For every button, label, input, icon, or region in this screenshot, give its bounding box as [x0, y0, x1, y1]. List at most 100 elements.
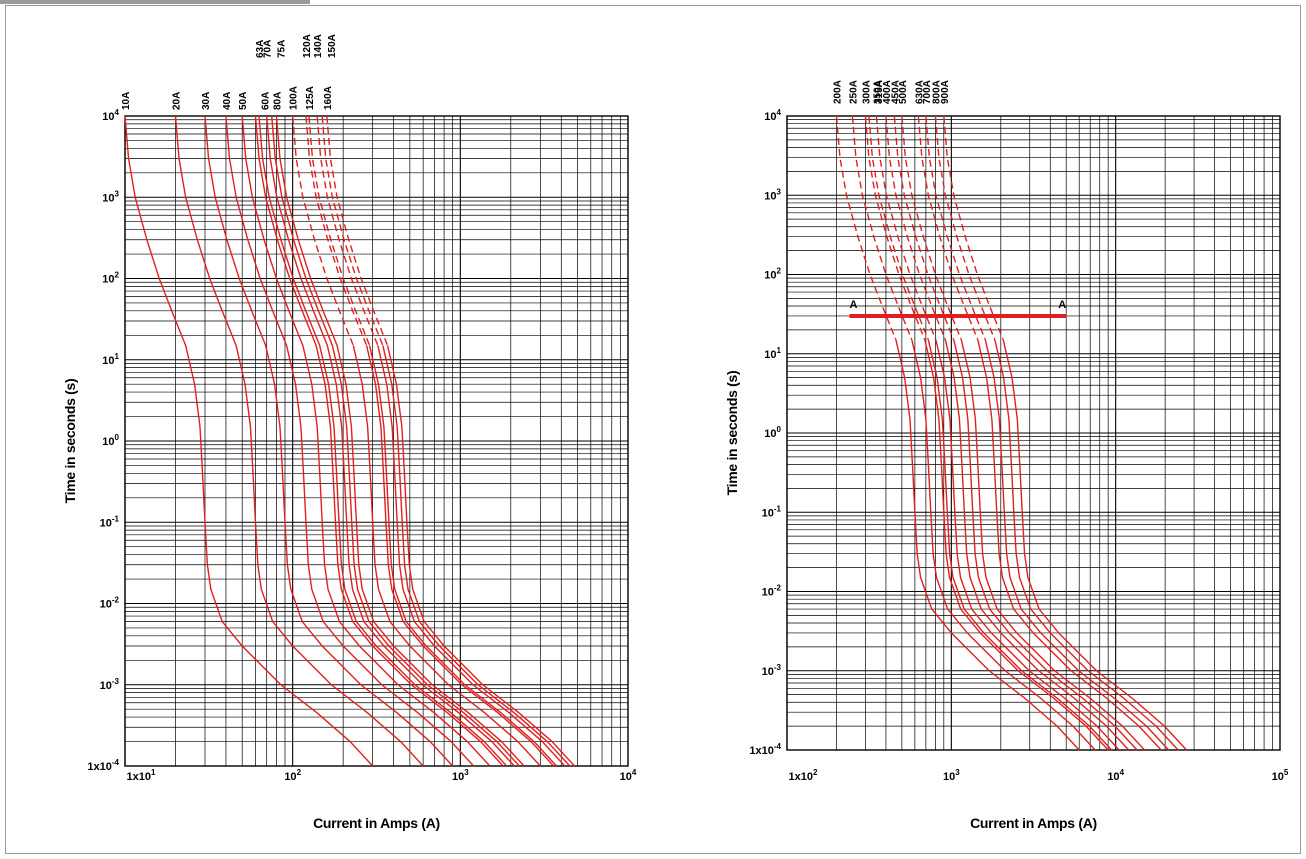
x-tick-label: 104	[620, 768, 637, 783]
curve-40A	[225, 115, 475, 767]
curve-20A	[174, 115, 424, 767]
curve-label-40A: 40A	[222, 92, 233, 110]
curve-125A	[368, 345, 558, 767]
curve-dashed-315A	[868, 115, 929, 341]
curve-500A	[960, 339, 1146, 751]
curve-dashed-140A	[316, 115, 379, 346]
curve-dashed-150A	[321, 115, 384, 346]
y-tick-label: 1x10-4	[749, 742, 781, 757]
curve-label-120A: 120A	[302, 34, 313, 58]
curve-label-150A: 150A	[327, 34, 338, 58]
curve-dashed-630A	[917, 115, 979, 341]
curve-label-80A: 80A	[272, 92, 283, 110]
y-tick-label: 10-1	[762, 504, 782, 519]
curve-900A	[1002, 339, 1188, 751]
curve-63A	[258, 115, 508, 767]
y-tick-label: 104	[764, 108, 781, 123]
y-tick-label: 10-2	[100, 596, 120, 611]
grid	[124, 116, 628, 767]
curves	[835, 115, 1188, 751]
x-tick-label: 103	[943, 768, 960, 783]
curve-630A	[977, 339, 1162, 751]
curve-200A	[895, 339, 1080, 751]
curve-label-630A: 630A	[914, 80, 925, 104]
curve-10A	[124, 115, 374, 767]
y-tick-label: 10-2	[762, 584, 782, 599]
x-tick-label: 103	[452, 768, 469, 783]
y-tick-label: 10-3	[100, 677, 120, 692]
curve-50A	[241, 115, 491, 767]
y-tick-label: 102	[102, 271, 119, 286]
curve-dashed-350A	[875, 115, 937, 341]
figure-frame	[5, 5, 1301, 854]
curve-label-200A: 200A	[832, 80, 843, 104]
curve-label-800A: 800A	[931, 80, 942, 104]
curve-dashed-900A	[943, 115, 1004, 341]
plot-border	[124, 115, 629, 767]
curve-dashed-100A	[291, 115, 354, 346]
curve-dashed-800A	[934, 115, 996, 341]
curve-dashed-160A	[326, 115, 389, 346]
curve-label-75A: 75A	[277, 40, 288, 58]
y-tick-label: 102	[764, 267, 781, 282]
curve-label-900A: 900A	[940, 80, 951, 104]
curve-800A	[994, 339, 1179, 751]
plot-border	[786, 115, 1281, 751]
x-tick-label: 104	[1107, 768, 1124, 783]
curve-label-160A: 160A	[323, 86, 334, 110]
curve-250A	[911, 339, 1096, 751]
y-tick-label: 103	[764, 187, 781, 202]
y-tick-label: 100	[764, 425, 781, 440]
curve-dashed-250A	[851, 115, 913, 341]
curve-450A	[953, 339, 1138, 751]
curve-label-20A: 20A	[171, 92, 182, 110]
y-tick-label: 1x10-4	[87, 758, 119, 773]
chart-panel-1: 1x10-4 10-3 10-2 10-1 100 101 102 103 104 1x101 10…	[62, 34, 637, 831]
curve-315A	[927, 339, 1113, 751]
curve-label-450A: 450A	[890, 80, 901, 104]
x-tick-label: 1x101	[127, 768, 156, 783]
top-bar	[0, 0, 310, 4]
curve-120A	[365, 345, 555, 767]
curve-30A	[204, 115, 454, 767]
curve-dashed-300A	[864, 115, 926, 341]
curve-75A	[271, 115, 520, 767]
curve-label-125A: 125A	[305, 86, 316, 110]
curve-70A	[265, 115, 515, 767]
x-tick-label: 102	[284, 768, 301, 783]
y-axis-label: Time in seconds (s)	[62, 379, 78, 504]
y-axis-label: Time in seconds (s)	[724, 371, 740, 496]
curve-400A	[944, 339, 1130, 751]
grid	[786, 116, 1280, 751]
curve-label-60A: 60A	[260, 92, 271, 110]
curve-350A	[935, 339, 1120, 751]
curve-300A	[924, 339, 1109, 751]
curve-dashed-125A	[308, 115, 371, 346]
curve-label-10A: 10A	[121, 92, 132, 110]
curve-label-700A: 700A	[922, 80, 933, 104]
curve-100A	[352, 345, 541, 767]
curve-label-30A: 30A	[201, 92, 212, 110]
curve-label-400A: 400A	[882, 80, 893, 104]
curve-label-500A: 500A	[898, 80, 909, 104]
y-tick-label: 101	[764, 346, 781, 361]
curve-150A	[382, 345, 571, 767]
curve-dashed-450A	[893, 115, 955, 341]
y-tick-label: 103	[102, 189, 119, 204]
curve-dashed-500A	[901, 115, 962, 341]
curve-dashed-700A	[925, 115, 986, 341]
curve-60A	[254, 115, 504, 767]
y-tick-label: 101	[102, 352, 119, 367]
curve-label-350A: 350A	[872, 80, 883, 104]
y-tick-label: 104	[102, 108, 119, 123]
curve-label-100A: 100A	[289, 86, 300, 110]
x-axis-label: Current in Amps (A)	[313, 815, 440, 831]
y-tick-label: 10-1	[100, 514, 120, 529]
curve-label-140A: 140A	[313, 34, 324, 58]
curve-label-250A: 250A	[848, 80, 859, 104]
marker-label-left: A	[850, 299, 858, 311]
curve-dashed-120A	[305, 115, 368, 346]
